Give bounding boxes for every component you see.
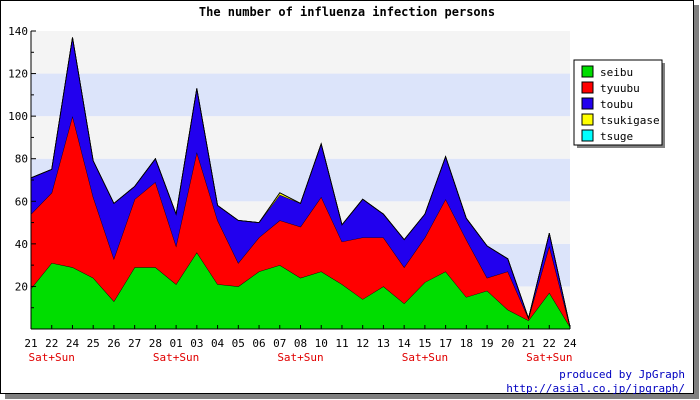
chart-frame: The number of influenza infection person… [0, 0, 694, 395]
series-area-toubu [31, 37, 570, 327]
x-tick-label: 13 [377, 337, 390, 350]
x-tick-label: 22 [543, 337, 556, 350]
series-area-tyuubu [31, 116, 570, 327]
legend-label: tsukigase [600, 114, 660, 127]
y-tick-label: 20 [15, 280, 28, 293]
x-tick-label: 15 [418, 337, 431, 350]
weekend-label: Sat+Sun [29, 351, 75, 364]
x-tick-label: 22 [45, 337, 58, 350]
x-tick-label: 20 [501, 337, 514, 350]
legend-label: tsuge [600, 130, 633, 143]
legend-label: toubu [600, 98, 633, 111]
x-tick-label: 24 [563, 337, 577, 350]
legend-swatch [581, 113, 594, 126]
area-chart: 20 40 60 80 100 120 140 21 22 24 25 26 27 28 01 03 04 05 0… [8, 25, 665, 364]
grid-band [31, 116, 570, 159]
x-tick-label: 07 [273, 337, 286, 350]
x-tick-label: 19 [480, 337, 493, 350]
x-tick-label: 24 [66, 337, 80, 350]
weekend-label: Sat+Sun [402, 351, 448, 364]
legend-swatch [581, 129, 594, 142]
x-tick-label: 06 [252, 337, 265, 350]
credit-url-link[interactable]: http://asial.co.jp/jpgraph/ [506, 382, 685, 395]
legend-label: tyuubu [600, 82, 640, 95]
x-tick-label: 28 [149, 337, 162, 350]
x-tick-label: 10 [315, 337, 328, 350]
x-tick-label: 21 [24, 337, 37, 350]
x-tick-label: 11 [335, 337, 348, 350]
y-tick-label: 40 [15, 238, 28, 251]
series-line-tsuge [30, 37, 571, 327]
legend-label: seibu [600, 66, 633, 79]
x-tick-label: 08 [294, 337, 307, 350]
y-tick-label: 120 [8, 68, 28, 81]
chart-title: The number of influenza infection person… [198, 5, 496, 19]
x-tick-label: 17 [439, 337, 452, 350]
weekend-label: Sat+Sun [277, 351, 323, 364]
series-area-seibu [31, 252, 570, 329]
legend-swatch [581, 97, 594, 110]
x-tick-label: 03 [190, 337, 203, 350]
x-tick-label: 25 [87, 337, 100, 350]
credit-line: produced by JpGraph [559, 368, 685, 381]
x-tick-label: 21 [522, 337, 535, 350]
grid-band [31, 158, 570, 202]
x-tick-label: 12 [356, 337, 369, 350]
x-tick-label: 14 [398, 337, 412, 350]
legend-swatch [581, 65, 594, 78]
x-tick-label: 05 [232, 337, 245, 350]
y-tick-label: 60 [15, 195, 28, 208]
x-tick-label: 04 [211, 337, 225, 350]
weekend-label: Sat+Sun [153, 351, 199, 364]
x-tick-label: 01 [169, 337, 182, 350]
y-tick-label: 80 [15, 153, 28, 166]
grid-band [31, 73, 570, 117]
legend-swatch [581, 81, 594, 94]
weekend-label: Sat+Sun [526, 351, 572, 364]
x-tick-label: 18 [460, 337, 473, 350]
grid-band [31, 31, 570, 74]
x-tick-label: 26 [107, 337, 120, 350]
y-tick-label: 140 [8, 25, 28, 38]
y-tick-label: 100 [8, 110, 28, 123]
x-tick-label: 27 [128, 337, 141, 350]
